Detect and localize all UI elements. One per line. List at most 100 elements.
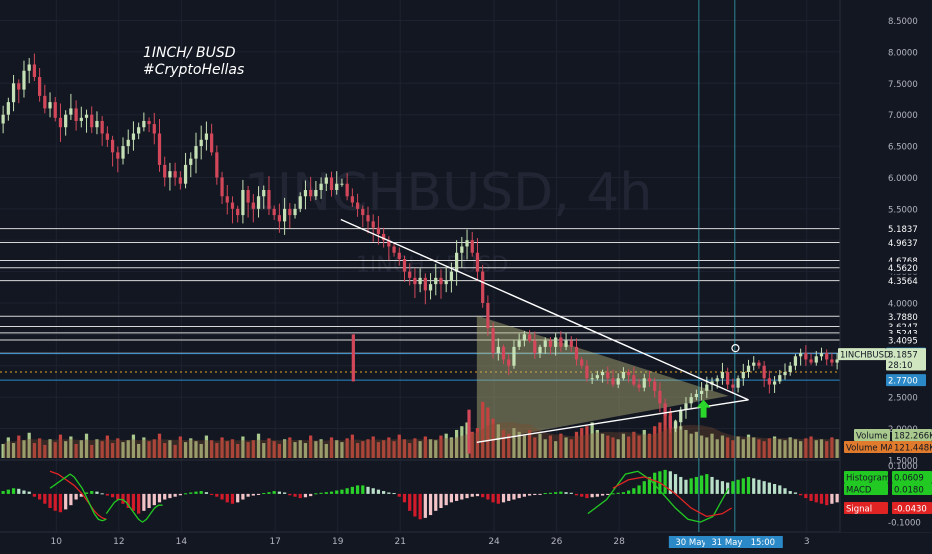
candle-body xyxy=(43,95,47,109)
price-tick[interactable]: 6.0000 xyxy=(888,174,918,184)
time-tick[interactable]: 28 xyxy=(613,537,625,547)
price-tick[interactable]: 4.0000 xyxy=(888,299,918,309)
level-label[interactable]: 3.4095 xyxy=(888,337,918,347)
time-tick[interactable]: 26 xyxy=(551,537,563,547)
candle-body xyxy=(105,133,109,140)
volume-bar xyxy=(408,443,412,458)
histogram-bar xyxy=(110,493,115,498)
macd-tick[interactable]: 0.1000 xyxy=(888,462,918,472)
candle-body xyxy=(147,120,151,125)
histogram-bar xyxy=(282,492,287,494)
price-tick[interactable]: 8.5000 xyxy=(888,17,918,27)
candle-body xyxy=(256,196,261,209)
candle-body xyxy=(486,302,490,329)
volume-bar xyxy=(157,433,162,458)
macd-label-value[interactable]: -0.0430 xyxy=(894,505,927,515)
macd-label-name[interactable]: Signal xyxy=(846,505,872,515)
histogram-bar xyxy=(548,492,553,494)
volume-bar xyxy=(580,428,584,458)
candle-body xyxy=(491,328,495,354)
trendline[interactable] xyxy=(340,218,749,401)
macd-label-name[interactable]: MACD xyxy=(846,486,872,496)
symbol-badge[interactable]: 1INCHBUSD xyxy=(840,351,891,361)
candle-body xyxy=(830,359,834,363)
volume-bar xyxy=(142,437,146,458)
time-tick[interactable]: 21 xyxy=(395,537,406,547)
level-label[interactable]: 4.9637 xyxy=(888,239,918,249)
macd-label-value[interactable]: 0.0609 xyxy=(894,474,924,484)
price-badge[interactable]: 3.1857 xyxy=(888,351,918,361)
level-label[interactable]: 4.3564 xyxy=(888,277,918,287)
volume-bar xyxy=(319,439,323,458)
price-tick[interactable]: 8.0000 xyxy=(888,48,918,58)
time-tick[interactable]: 3 xyxy=(804,537,810,547)
volume-bar xyxy=(684,429,688,458)
price-tick[interactable]: 7.0000 xyxy=(888,111,918,121)
candle-body xyxy=(32,64,37,78)
candle-body xyxy=(606,372,610,379)
price-tick[interactable]: 6.5000 xyxy=(888,143,918,153)
time-tick[interactable]: 14 xyxy=(176,537,188,547)
price-tick[interactable]: 7.5000 xyxy=(888,80,918,90)
candle-body xyxy=(48,102,52,109)
candle-body xyxy=(460,246,464,253)
candle-body xyxy=(538,346,542,354)
histogram-bar xyxy=(64,493,68,510)
price-tick[interactable]: 1.5000 xyxy=(888,456,918,466)
candle-body xyxy=(215,152,219,178)
volume-label-name[interactable]: Volume xyxy=(856,432,888,442)
histogram-bar xyxy=(512,493,516,500)
time-tick[interactable]: 10 xyxy=(51,537,63,547)
macd-tick[interactable]: -0.1000 xyxy=(888,519,921,529)
volume-bar xyxy=(720,435,725,458)
histogram-bar xyxy=(642,481,646,494)
macd-line xyxy=(105,498,163,523)
macd-label-name[interactable]: Histogram xyxy=(846,474,890,484)
volume-bar xyxy=(324,443,328,458)
level-label[interactable]: 5.1837 xyxy=(888,225,918,235)
candle-body xyxy=(788,365,792,372)
time-tick[interactable]: 19 xyxy=(332,537,344,547)
histogram-bar xyxy=(100,493,104,495)
candle-body xyxy=(554,337,558,347)
date-highlight[interactable]: 15:00 xyxy=(751,538,776,548)
candle-body xyxy=(397,252,401,260)
time-tick[interactable]: 24 xyxy=(488,537,500,547)
histogram-bar xyxy=(689,478,693,494)
volume-ma-label-value[interactable]: 121.448K xyxy=(894,444,932,454)
price-axis[interactable]: 8.5000 8.0000 7.5000 7.0000 6.5000 6.0000 5.50… xyxy=(838,0,932,532)
time-tick[interactable]: 17 xyxy=(269,537,280,547)
date-highlight[interactable]: 31 May '21 xyxy=(711,538,758,548)
histogram-bar xyxy=(355,485,360,494)
histogram-bar xyxy=(538,493,542,495)
volume-bar xyxy=(616,439,620,458)
volume-bar xyxy=(1,443,5,458)
candle-body xyxy=(194,146,198,159)
level-label[interactable]: 4.5620 xyxy=(888,264,918,274)
histogram-bar xyxy=(819,493,824,504)
macd-label-value[interactable]: 0.0180 xyxy=(894,486,924,496)
histogram-bar xyxy=(559,491,563,494)
histogram-bar xyxy=(272,491,276,494)
price-badge[interactable]: 2.7700 xyxy=(888,377,918,387)
volume-label-value-bg xyxy=(892,429,932,441)
histogram-bar xyxy=(220,493,224,500)
histogram-bar xyxy=(402,493,407,503)
level-label[interactable]: 3.7880 xyxy=(888,313,918,323)
time-tick[interactable]: 12 xyxy=(113,537,124,547)
volume-label-value[interactable]: 182.266K xyxy=(894,432,932,442)
macd-label-value-bg xyxy=(892,502,932,514)
histogram-bar xyxy=(27,491,31,494)
date-highlight[interactable]: 30 May '21 xyxy=(675,538,722,548)
histogram-bar xyxy=(475,493,480,497)
price-badge[interactable]: 28:10 xyxy=(888,361,913,371)
candle-body xyxy=(95,120,99,128)
candle-body xyxy=(58,117,63,128)
symbol-sub-watermark: 1INCH / BUSD xyxy=(356,253,508,278)
price-tick[interactable]: 5.5000 xyxy=(888,205,918,215)
price-tick[interactable]: 2.5000 xyxy=(888,394,918,404)
volume-ma-label-name[interactable]: Volume MA xyxy=(846,444,894,454)
